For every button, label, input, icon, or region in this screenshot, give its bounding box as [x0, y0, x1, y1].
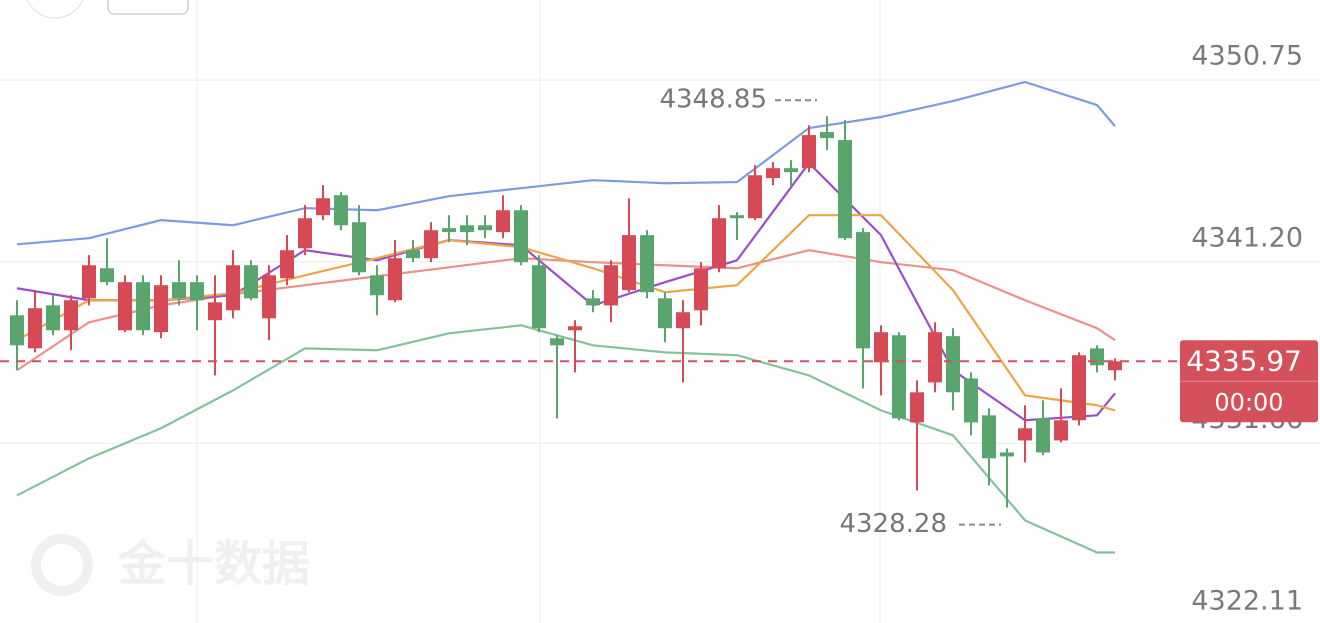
- candle-body: [874, 332, 888, 363]
- candle-body: [856, 232, 870, 349]
- countdown-label: 00:00: [1214, 388, 1283, 416]
- candle-body: [64, 300, 78, 331]
- candle-body: [586, 298, 600, 306]
- candle-body: [172, 282, 186, 299]
- candle-body: [1054, 420, 1068, 441]
- indicator-line: [16, 80, 1116, 246]
- candle-body: [1036, 418, 1050, 453]
- candle-body: [640, 235, 654, 293]
- candle-body: [982, 415, 996, 459]
- candle-body: [100, 268, 114, 283]
- candle-body: [838, 140, 852, 239]
- candle-body: [622, 235, 636, 291]
- candle-body: [820, 132, 834, 139]
- watermark-text: 金十数据: [117, 536, 310, 592]
- candle-body: [442, 228, 456, 233]
- indicator-line: [16, 214, 1116, 412]
- candle-body: [262, 275, 276, 319]
- candle-body: [1108, 361, 1122, 371]
- candle-body: [1000, 452, 1014, 457]
- low-label: 4328.28: [839, 509, 947, 539]
- y-tick-label: 4341.20: [1191, 222, 1303, 253]
- top-button[interactable]: [25, 0, 85, 19]
- candle-body: [388, 258, 402, 301]
- candle-body: [478, 225, 492, 231]
- candle-body: [298, 218, 312, 249]
- candle-body: [496, 210, 510, 233]
- candle-body: [910, 392, 924, 423]
- candle-body: [676, 312, 690, 329]
- candle-body: [550, 338, 564, 346]
- candle-body: [154, 285, 168, 333]
- candle-body: [532, 265, 546, 329]
- candle-body: [1090, 348, 1104, 366]
- last-price-label: 4335.97: [1186, 344, 1302, 377]
- candle-body: [10, 315, 24, 346]
- candle-body: [802, 135, 816, 169]
- candle-body: [370, 275, 384, 296]
- y-tick-label: 4350.75: [1191, 41, 1303, 72]
- candle-body: [1018, 428, 1032, 441]
- candle-body: [244, 265, 258, 299]
- candle-body: [406, 250, 420, 259]
- candle-body: [748, 175, 762, 219]
- candle-body: [82, 265, 96, 299]
- candle-body: [424, 230, 438, 259]
- watermark: 金十数据: [31, 534, 310, 596]
- y-tick-label: 4322.11: [1191, 586, 1303, 617]
- candle-body: [460, 225, 474, 233]
- candle-body: [568, 326, 582, 331]
- candle-body: [694, 268, 708, 311]
- candle-body: [964, 378, 978, 423]
- watermark-logo: [31, 534, 93, 596]
- candle-body: [658, 298, 672, 329]
- candle-body: [190, 282, 204, 301]
- candle-body: [514, 210, 528, 263]
- price-box: [1180, 340, 1318, 423]
- candle-body: [766, 168, 780, 179]
- candle-body: [334, 195, 348, 226]
- candle-body: [226, 265, 240, 311]
- candle-body: [604, 265, 618, 306]
- high-label: 4348.85: [659, 85, 767, 115]
- candle-body: [928, 332, 942, 383]
- candle-body: [28, 308, 42, 349]
- candle-body: [118, 282, 132, 331]
- candle-body: [208, 302, 222, 321]
- candle-body: [46, 305, 60, 331]
- candle-body: [1072, 355, 1086, 421]
- candle-body: [136, 282, 150, 331]
- candle-body: [352, 222, 366, 273]
- indicator-line: [16, 324, 1115, 554]
- candle-body: [946, 336, 960, 393]
- top-tab[interactable]: [107, 0, 189, 15]
- candle-body: [784, 168, 798, 173]
- candle-body: [730, 215, 744, 219]
- candle-body: [712, 218, 726, 269]
- candle-body: [892, 335, 906, 419]
- candle-body: [280, 250, 294, 279]
- candle-body: [316, 198, 330, 216]
